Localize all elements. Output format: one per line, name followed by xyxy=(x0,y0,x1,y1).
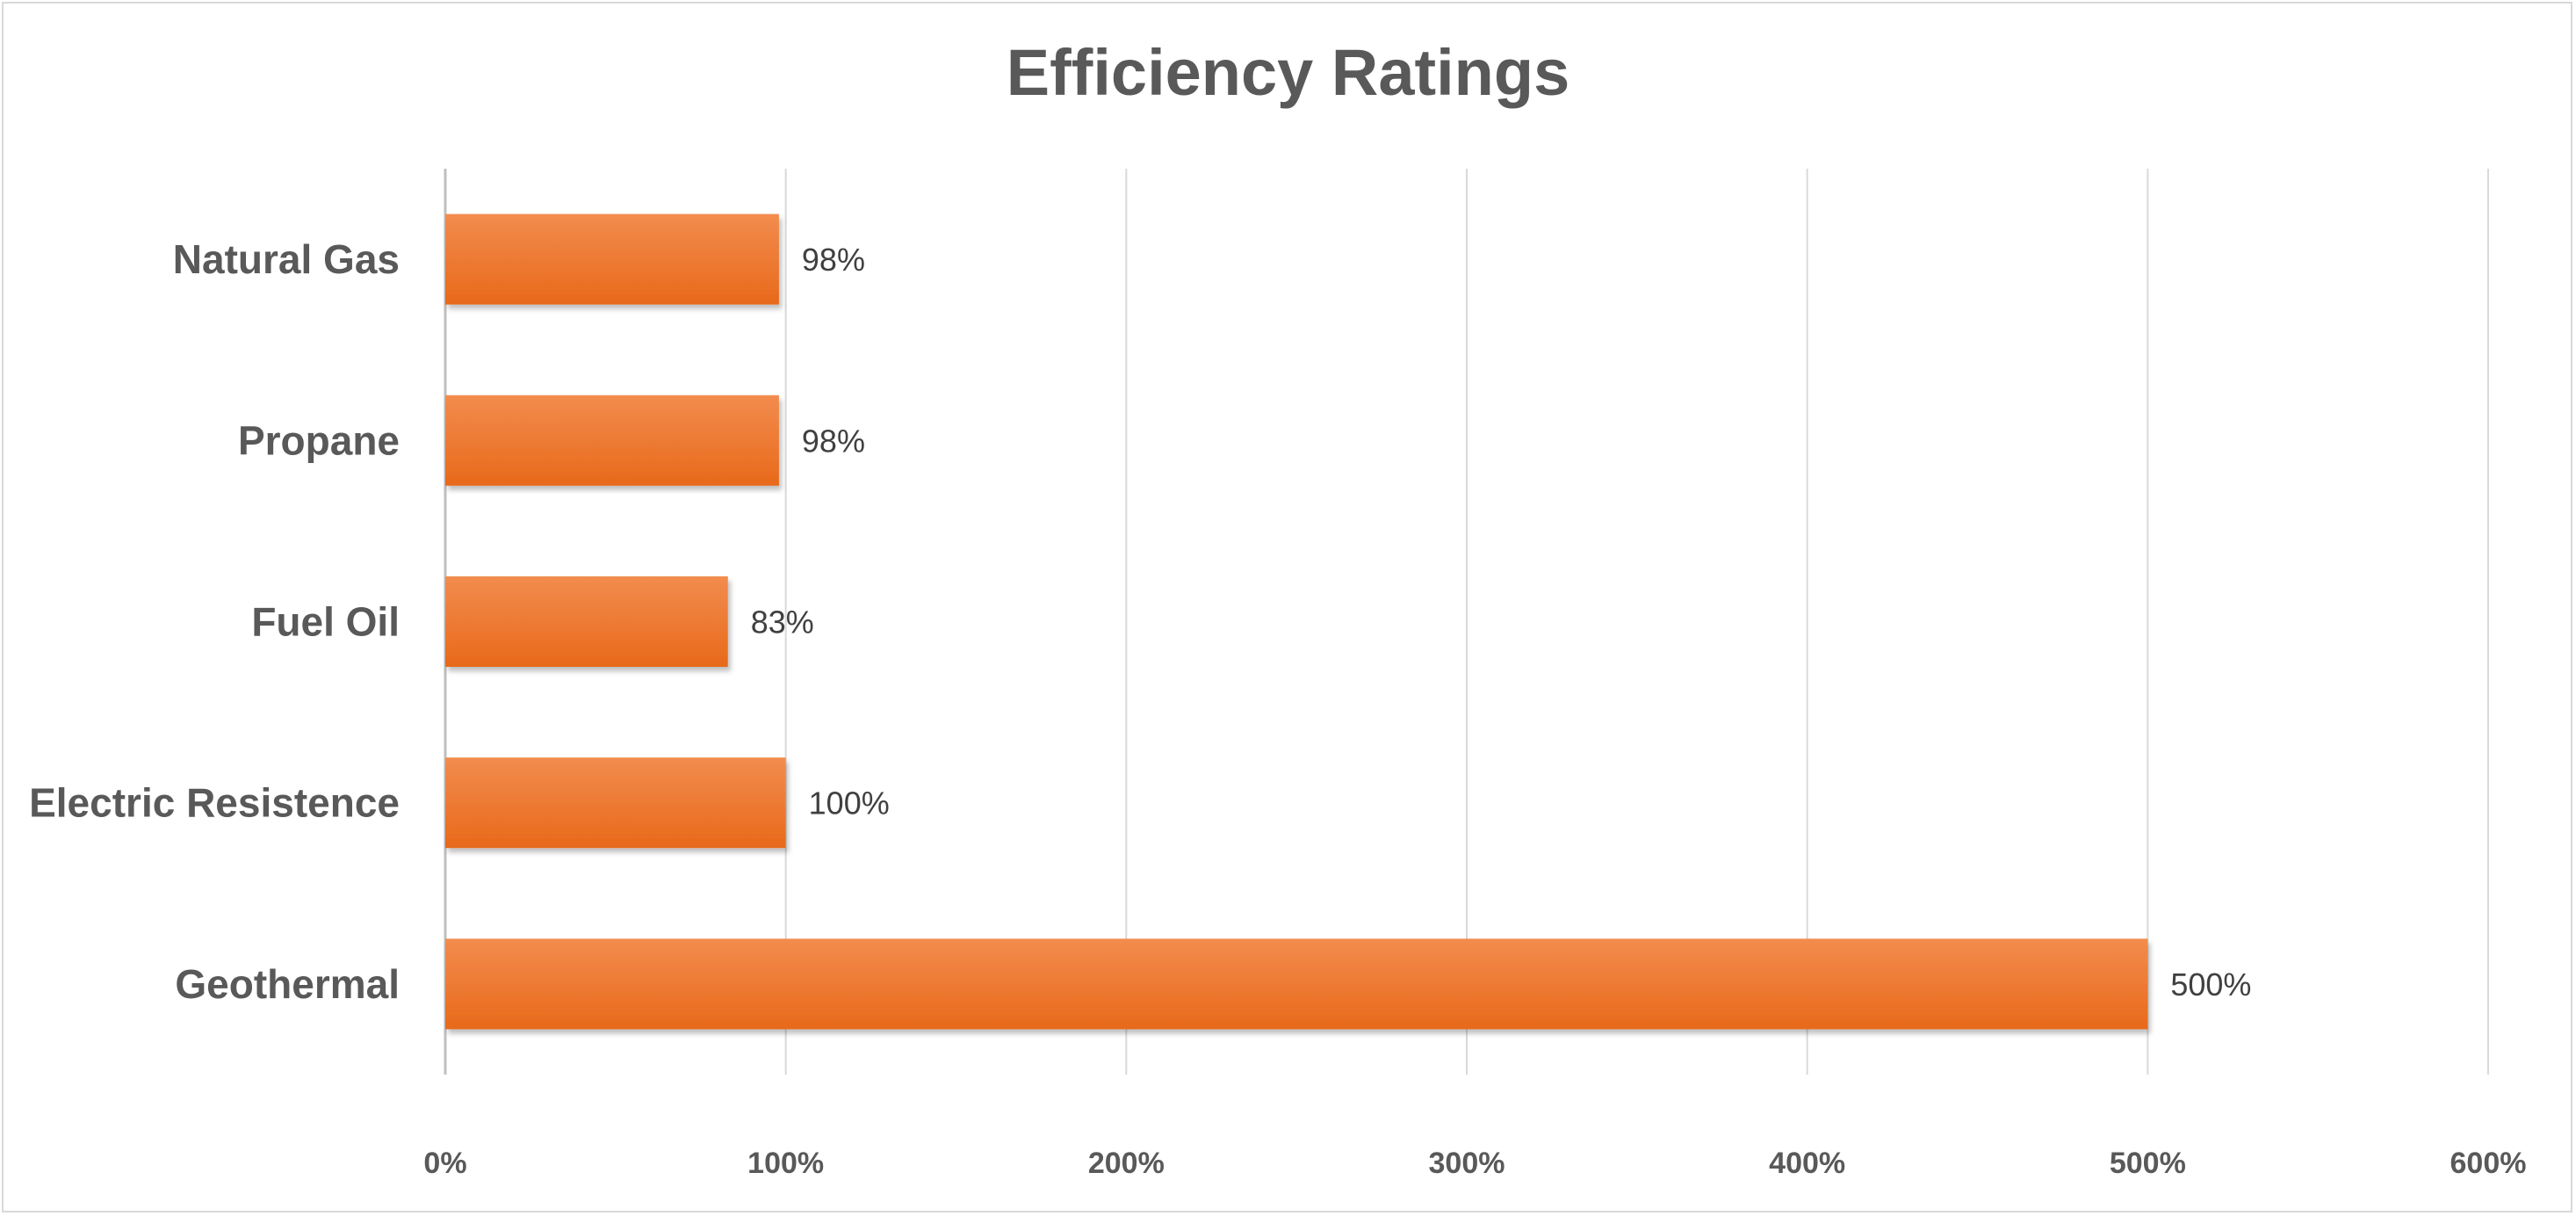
bar xyxy=(445,757,786,849)
x-tick-label: 500% xyxy=(2110,1147,2186,1180)
data-label: 500% xyxy=(2170,966,2251,1002)
x-tick-label: 600% xyxy=(2450,1147,2527,1180)
x-tick-label: 100% xyxy=(747,1147,824,1180)
category-label: Propane xyxy=(238,417,400,463)
bar xyxy=(445,938,2148,1030)
chart-title: Efficiency Ratings xyxy=(1006,36,1570,109)
data-label: 100% xyxy=(809,785,890,822)
x-tick-label: 0% xyxy=(423,1147,466,1180)
bar xyxy=(445,214,779,305)
data-label: 83% xyxy=(751,604,814,641)
data-label: 98% xyxy=(802,242,865,278)
bar xyxy=(445,394,779,486)
category-label: Fuel Oil xyxy=(251,599,400,645)
data-label: 98% xyxy=(802,423,865,459)
x-tick-label: 300% xyxy=(1429,1147,1505,1180)
bar xyxy=(445,576,728,667)
category-label: Electric Resistence xyxy=(29,780,400,826)
x-tick-label: 200% xyxy=(1088,1147,1165,1180)
x-tick-label: 400% xyxy=(1769,1147,1845,1180)
category-label: Natural Gas xyxy=(173,236,400,282)
category-label: Geothermal xyxy=(175,961,400,1007)
